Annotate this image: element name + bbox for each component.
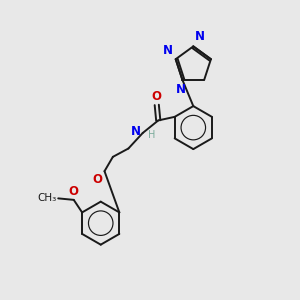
Text: H: H (148, 130, 155, 140)
Text: N: N (163, 44, 173, 57)
Text: O: O (92, 173, 102, 186)
Text: N: N (176, 83, 186, 96)
Text: CH₃: CH₃ (37, 194, 56, 203)
Text: N: N (195, 30, 205, 44)
Text: O: O (152, 90, 162, 103)
Text: O: O (68, 185, 78, 198)
Text: N: N (131, 125, 141, 138)
